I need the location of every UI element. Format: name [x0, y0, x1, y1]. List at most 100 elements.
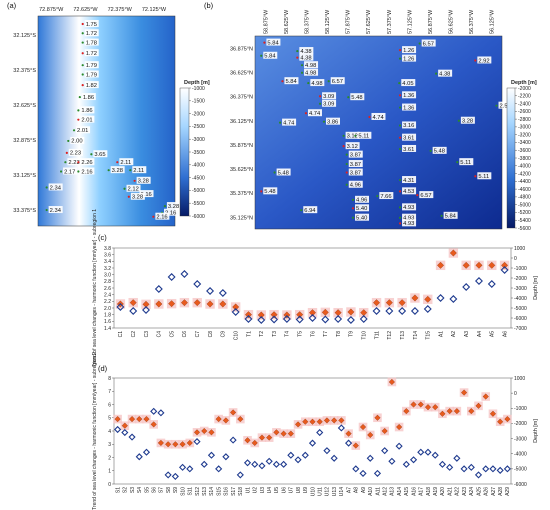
- x-tick-label: T9: [349, 331, 355, 337]
- sea-level-point: [446, 408, 453, 415]
- sea-level-point: [449, 249, 457, 257]
- sea-level-point: [179, 441, 186, 448]
- map-point: [273, 171, 276, 174]
- map-point: [45, 186, 48, 189]
- map-x-tick-label: 72.875°W: [39, 7, 64, 13]
- map-label: 3.12: [347, 134, 358, 140]
- x-tick-label: A12: [382, 487, 388, 496]
- sea-level-point: [403, 408, 410, 415]
- map-label-box: [326, 117, 341, 125]
- map-point: [327, 80, 330, 83]
- map-y-tick-label: 35.125°N: [230, 215, 253, 221]
- sea-level-point: [411, 294, 419, 302]
- y-tick-label: 6: [108, 402, 111, 408]
- colorbar-tick-label: -4200: [518, 171, 531, 177]
- x-tick-label: U14: [339, 487, 345, 496]
- depth-point: [424, 448, 432, 456]
- map-label-box: [48, 206, 63, 214]
- sea-level-point: [347, 308, 355, 316]
- map-x-tick-label: 72.125°W: [142, 7, 167, 13]
- map-point: [133, 179, 136, 182]
- map-label: 5.84: [264, 54, 276, 60]
- x-tick-label: A13: [390, 487, 396, 496]
- colorbar-tick-label: -5000: [192, 188, 205, 194]
- x-tick-label: A19: [433, 487, 439, 496]
- x-tick-label: C6: [182, 331, 188, 338]
- map-label-box: [68, 148, 83, 156]
- y-tick-label: 0: [108, 482, 111, 488]
- sea-level-point: [331, 417, 338, 424]
- x-tick-label: C2: [131, 331, 137, 338]
- sea-level-point: [287, 430, 294, 437]
- map-label-box: [432, 146, 447, 154]
- sea-level-point: [381, 427, 388, 435]
- depth-point: [301, 451, 309, 459]
- map-label: 4.93: [403, 216, 414, 222]
- map-label: 2.92: [478, 58, 489, 64]
- depth-point: [229, 436, 237, 444]
- map-point: [296, 56, 299, 59]
- map-point: [77, 118, 80, 121]
- x-tick-label: U6: [281, 487, 287, 494]
- map-point: [263, 41, 266, 44]
- map-point: [345, 153, 348, 156]
- depth-point: [431, 451, 439, 459]
- map-label-box: [348, 160, 363, 168]
- sea-level-point: [294, 421, 302, 428]
- x-tick-label: S2: [123, 487, 129, 493]
- y2-tick-label: -2000: [514, 421, 527, 427]
- colorbar-tick-label: -5200: [518, 210, 531, 216]
- depth-point: [164, 471, 172, 479]
- depth-point: [489, 465, 497, 473]
- depth-point: [243, 459, 252, 467]
- x-tick-label: S3: [130, 487, 136, 493]
- depth-point: [402, 460, 410, 468]
- map-point: [78, 95, 81, 99]
- map-point: [64, 161, 67, 164]
- map-label-box: [355, 213, 370, 221]
- map-label-box: [402, 54, 417, 62]
- map-label-box: [402, 203, 417, 211]
- map-label: 2.11: [133, 168, 144, 174]
- x-tick-label: A29: [505, 487, 511, 496]
- map-label: 3.61: [403, 147, 414, 153]
- x-tick-label: S1: [115, 487, 121, 493]
- sea-level-point: [230, 409, 237, 416]
- map-label-box: [84, 81, 99, 89]
- map-y-tick-label: 35.875°N: [230, 143, 253, 149]
- colorbar-tick-label: -1500: [192, 99, 205, 105]
- depth-point: [359, 315, 368, 323]
- x-tick-label: T1: [246, 331, 252, 337]
- x-tick-label: A7: [346, 487, 352, 493]
- sea-level-point: [501, 261, 509, 269]
- x-tick-label: U10: [310, 487, 316, 496]
- map-b-colorbar-ticks: Depth [m]-2000-2200-2400-2600-2800-3000-…: [511, 80, 537, 232]
- depth-point: [222, 453, 230, 461]
- sea-level-point: [172, 441, 179, 448]
- x-tick-label: U12: [325, 487, 331, 496]
- x-tick-label: T15: [426, 331, 432, 340]
- depth-point: [154, 285, 163, 293]
- sea-level-point: [206, 300, 214, 308]
- map-point: [81, 52, 84, 55]
- map-x-tick-label: 58.375°W: [304, 9, 310, 34]
- x-tick-label: S10: [180, 487, 186, 496]
- colorbar-tick-label: -4600: [518, 187, 531, 193]
- map-label: 5.84: [445, 214, 457, 220]
- panel-a-label: (a): [7, 1, 17, 10]
- map-label-box: [48, 183, 63, 191]
- depth-point: [295, 315, 304, 324]
- x-tick-label: U1: [245, 487, 251, 494]
- depth-point: [475, 277, 483, 285]
- depth-point: [231, 308, 240, 316]
- colorbar-title: Depth [m]: [184, 80, 210, 86]
- map-label: 2.00: [71, 139, 82, 145]
- map-x-tick-label: 58.875°W: [263, 9, 269, 34]
- map-label-box: [84, 29, 99, 37]
- sea-level-point: [244, 437, 251, 444]
- colorbar-tick-label: -2200: [518, 94, 531, 100]
- sea-level-point: [244, 311, 252, 319]
- y-tick-label: 2.0: [104, 306, 111, 312]
- depth-point: [417, 448, 425, 456]
- y-tick-label: 2.4: [104, 292, 111, 298]
